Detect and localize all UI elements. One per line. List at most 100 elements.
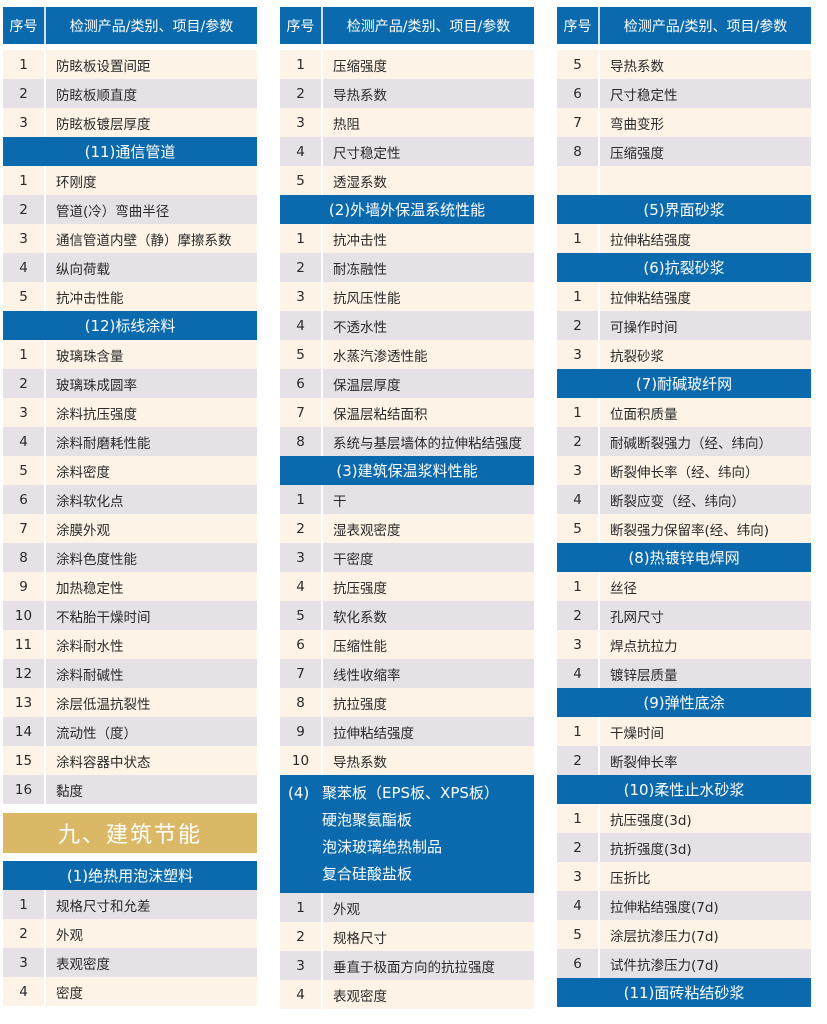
header-title: 检测产品/类别、项目/参数 [69, 18, 234, 35]
row-item: 抗折强度(3d) [610, 841, 692, 858]
row-item: 抗压强度 [333, 580, 387, 597]
row-item: 玻璃珠含量 [56, 348, 124, 365]
section-header: (9)弹性底涂 [557, 688, 811, 717]
table-row: 1 外观 [280, 893, 534, 922]
table-row: 1 抗冲击性 [280, 224, 534, 253]
row-item: 断裂伸长率 [610, 754, 678, 771]
row-number: 1 [557, 224, 600, 253]
row-item: 尺寸稳定性 [333, 145, 401, 162]
header-num: 序号 [280, 7, 323, 44]
row-number: 6 [280, 369, 323, 398]
row-item: 环刚度 [56, 174, 97, 191]
table-row: 2 耐冻融性 [280, 253, 534, 282]
table-row: 3 断裂伸长率（经、纬向） [557, 456, 811, 485]
row-number: 3 [280, 282, 323, 311]
table-row: 9 拉伸粘结强度 [280, 717, 534, 746]
row-item: 抗压强度(3d) [610, 812, 692, 829]
table-row: 3 焊点抗拉力 [557, 630, 811, 659]
row-number: 4 [280, 311, 323, 340]
row-number: 2 [557, 311, 600, 340]
row-item: 保温层粘结面积 [333, 406, 428, 423]
row-item: 黏度 [56, 783, 83, 800]
table-row: 16 黏度 [3, 775, 257, 804]
table-row: 8 压缩强度 [557, 137, 811, 166]
table-row: 2 可操作时间 [557, 311, 811, 340]
table-row: 4 拉伸粘结强度(7d) [557, 891, 811, 920]
table-row: 10 导热系数 [280, 746, 534, 775]
table-row: 6 尺寸稳定性 [557, 79, 811, 108]
table-row: 6 涂料软化点 [3, 485, 257, 514]
row-number: 3 [557, 456, 600, 485]
row-item: 干 [333, 493, 347, 510]
row-item: 表观密度 [333, 988, 387, 1005]
row-item: 拉伸粘结强度 [333, 725, 414, 742]
row-number: 4 [3, 253, 46, 282]
row-number: 4 [3, 977, 46, 1006]
row-number: 3 [280, 108, 323, 137]
section-header: (7)耐碱玻纤网 [557, 369, 811, 398]
table-row: 6 保温层厚度 [280, 369, 534, 398]
row-number: 1 [280, 224, 323, 253]
row-number: 4 [280, 980, 323, 1009]
row-item: 耐碱断裂强力（经、纬向） [610, 435, 772, 452]
table-row: 4 涂料耐磨耗性能 [3, 427, 257, 456]
table-row: 11 涂料耐水性 [3, 630, 257, 659]
row-item: 保温层厚度 [333, 377, 401, 394]
row-number: 16 [3, 775, 46, 804]
table-row: 5 抗冲击性能 [3, 282, 257, 311]
row-item: 压缩强度 [333, 58, 387, 75]
row-item: 压缩性能 [333, 638, 387, 655]
row-number: 9 [280, 717, 323, 746]
row-number: 5 [280, 166, 323, 195]
table-row: 2 导热系数 [280, 79, 534, 108]
row-number: 1 [3, 890, 46, 919]
row-number: 3 [557, 862, 600, 891]
row-item: 镀锌层质量 [610, 667, 678, 684]
section-line: 复合硅酸盐板 [288, 860, 534, 887]
table-row: 2 孔网尺寸 [557, 601, 811, 630]
table-row: 7 涂膜外观 [3, 514, 257, 543]
row-number: 7 [557, 108, 600, 137]
table-row: 2 外观 [3, 919, 257, 948]
table-row: 3 干密度 [280, 543, 534, 572]
row-item: 丝径 [610, 580, 637, 597]
table-row: 3 压折比 [557, 862, 811, 891]
row-number: 15 [3, 746, 46, 775]
row-item: 涂料耐碱性 [56, 667, 124, 684]
row-item: 涂层低温抗裂性 [56, 696, 151, 713]
table-row: 12 涂料耐碱性 [3, 659, 257, 688]
row-number: 6 [557, 79, 600, 108]
table-row: 5 水蒸汽渗透性能 [280, 340, 534, 369]
section-line: (4) 聚苯板（EPS板、XPS板） [288, 779, 534, 806]
section-prefix: (4) [288, 783, 310, 802]
row-number: 3 [557, 340, 600, 369]
table-column-2: 序号 检测产品/类别、项目/参数 1 压缩强度 2 导热系数 3 热阻 4 尺寸稳定性 5 透湿系数 (… [280, 7, 534, 1009]
row-item: 涂料软化点 [56, 493, 124, 510]
row-number: 3 [3, 108, 46, 137]
row-number: 5 [557, 514, 600, 543]
row-number: 2 [280, 253, 323, 282]
table-row: 4 纵向荷载 [3, 253, 257, 282]
table-row: 5 透湿系数 [280, 166, 534, 195]
section-header: (12)标线涂料 [3, 311, 257, 340]
table-row: 4 密度 [3, 977, 257, 1006]
row-item: 位面积质量 [610, 406, 678, 423]
row-item: 防眩板设置间距 [56, 58, 151, 75]
table-row [557, 166, 811, 195]
row-number: 10 [280, 746, 323, 775]
header-title: 检测产品/类别、项目/参数 [346, 18, 511, 35]
row-number: 14 [3, 717, 46, 746]
row-item: 透湿系数 [333, 174, 387, 191]
section-header: (3)建筑保温浆料性能 [280, 456, 534, 485]
table-row: 1 干燥时间 [557, 717, 811, 746]
table-row: 3 抗风压性能 [280, 282, 534, 311]
row-number: 2 [280, 79, 323, 108]
row-item: 防眩板顺直度 [56, 87, 137, 104]
row-number: 4 [557, 485, 600, 514]
row-number: 7 [280, 398, 323, 427]
row-number: 12 [3, 659, 46, 688]
table-row: 1 拉伸粘结强度 [557, 224, 811, 253]
table-row: 8 涂料色度性能 [3, 543, 257, 572]
table-row: 9 加热稳定性 [3, 572, 257, 601]
row-item: 焊点抗拉力 [610, 638, 678, 655]
